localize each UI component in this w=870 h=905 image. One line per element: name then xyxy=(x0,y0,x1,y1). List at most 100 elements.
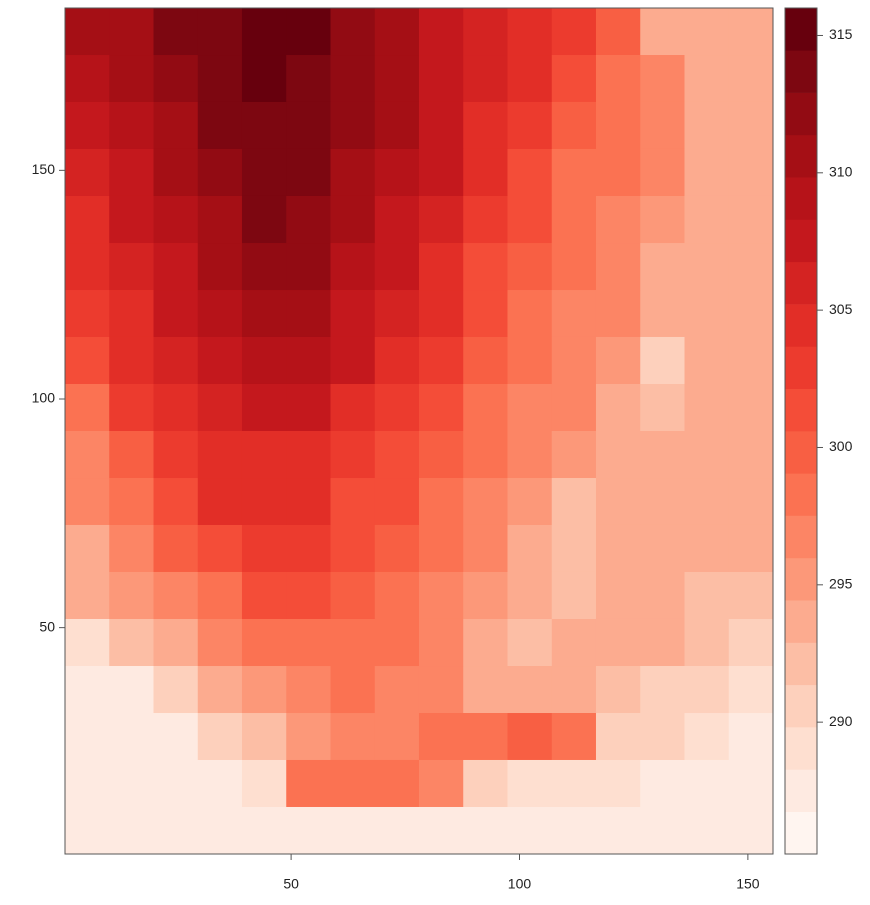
heat-cell xyxy=(241,666,287,714)
heat-cell xyxy=(286,383,331,432)
heat-cell xyxy=(109,806,154,855)
heat-cell xyxy=(374,666,420,714)
heat-cell xyxy=(241,243,287,291)
heat-cell xyxy=(595,55,641,103)
heat-cell xyxy=(728,618,774,667)
heat-cell xyxy=(374,478,420,526)
heat-cell xyxy=(374,431,420,479)
heat-cell xyxy=(418,713,464,761)
heat-cell xyxy=(153,101,199,150)
heat-cell xyxy=(507,383,553,432)
heat-cell xyxy=(241,806,287,855)
heat-cell xyxy=(507,101,553,150)
heat-cell xyxy=(286,524,331,573)
heat-cell xyxy=(728,336,774,385)
heat-cell xyxy=(551,8,597,56)
heat-cell xyxy=(507,478,553,526)
heat-cell xyxy=(109,571,154,620)
heat-cell xyxy=(640,478,685,526)
heat-cell xyxy=(640,290,685,338)
heat-cell xyxy=(684,666,730,714)
heat-cell xyxy=(374,806,420,855)
heat-cell xyxy=(684,55,730,103)
heat-cell xyxy=(109,55,154,103)
heat-cell xyxy=(64,713,110,761)
heat-cell xyxy=(330,8,376,56)
heat-cell xyxy=(640,759,685,808)
heat-cell xyxy=(551,713,597,761)
heat-cell xyxy=(197,336,243,385)
colorbar-bin xyxy=(785,261,817,305)
colorbar-bin xyxy=(785,431,817,474)
heat-cell xyxy=(684,431,730,479)
heat-cell xyxy=(640,571,685,620)
heat-cell xyxy=(463,806,508,855)
heat-cell xyxy=(684,383,730,432)
colorbar-frame xyxy=(784,7,818,855)
heat-cell xyxy=(197,806,243,855)
heat-cell xyxy=(684,806,730,855)
heat-cell xyxy=(418,148,464,197)
heat-cell xyxy=(374,571,420,620)
heat-cell xyxy=(728,290,774,338)
heat-cell xyxy=(330,666,376,714)
heat-cell xyxy=(463,478,508,526)
heat-cell xyxy=(418,618,464,667)
heat-cell xyxy=(595,336,641,385)
heat-cell xyxy=(640,431,685,479)
heat-cell xyxy=(640,55,685,103)
heat-cell xyxy=(418,383,464,432)
heat-cell xyxy=(153,383,199,432)
heat-cell xyxy=(640,666,685,714)
heat-cell xyxy=(197,431,243,479)
heat-cell xyxy=(463,713,508,761)
heat-cell xyxy=(64,618,110,667)
heat-cell xyxy=(595,195,641,244)
heat-cell xyxy=(463,618,508,667)
heat-cell xyxy=(64,243,110,291)
heat-cell xyxy=(507,571,553,620)
heat-cell xyxy=(640,8,685,56)
heat-cell xyxy=(153,8,199,56)
heat-cell xyxy=(507,759,553,808)
heat-cell xyxy=(330,759,376,808)
heat-cell xyxy=(153,336,199,385)
heat-cell xyxy=(374,195,420,244)
heat-cell xyxy=(241,383,287,432)
heat-cell xyxy=(640,806,685,855)
heat-cell xyxy=(64,195,110,244)
heat-cell xyxy=(153,243,199,291)
heat-cell xyxy=(330,478,376,526)
heat-cell xyxy=(463,666,508,714)
heat-cell xyxy=(640,195,685,244)
colorbar-bin xyxy=(785,388,817,432)
heat-cell xyxy=(728,524,774,573)
heat-cell xyxy=(551,383,597,432)
heat-cell xyxy=(197,571,243,620)
colorbar-bin xyxy=(785,50,817,93)
heat-cell xyxy=(197,290,243,338)
colorbar-bin xyxy=(785,600,817,643)
heat-cell xyxy=(286,759,331,808)
heat-cell xyxy=(551,478,597,526)
heat-cell xyxy=(595,478,641,526)
heat-cell xyxy=(507,8,553,56)
heat-cell xyxy=(241,618,287,667)
heat-cell xyxy=(197,713,243,761)
heat-cell xyxy=(374,101,420,150)
colorbar-bin xyxy=(785,177,817,220)
heat-cell xyxy=(64,336,110,385)
heat-cell xyxy=(64,571,110,620)
heat-cell xyxy=(463,524,508,573)
colorbar-tick-label: 300 xyxy=(829,438,853,454)
heat-cell xyxy=(640,524,685,573)
heat-cell xyxy=(330,524,376,573)
heat-cell xyxy=(418,759,464,808)
heat-cell xyxy=(418,806,464,855)
heat-cell xyxy=(728,148,774,197)
heat-cell xyxy=(241,55,287,103)
heat-cell xyxy=(241,431,287,479)
heat-cell xyxy=(153,431,199,479)
heat-cell xyxy=(330,101,376,150)
